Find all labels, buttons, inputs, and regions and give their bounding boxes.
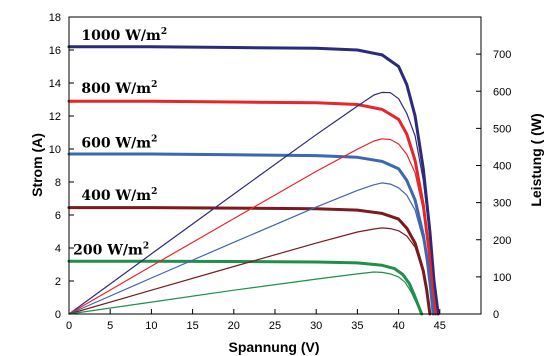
x-tick-label: 0 bbox=[66, 320, 72, 332]
x-tick-label: 40 bbox=[392, 320, 404, 332]
y-right-tick-label: 300 bbox=[493, 198, 511, 210]
power-line-7 bbox=[68, 182, 434, 315]
annotation-layer: 1000 W/m2 800 W/m2 600 W/m2 400 W/m2 200 W/m… bbox=[73, 27, 167, 259]
irradiance-label-4: 200 W/m2 bbox=[73, 242, 149, 259]
irradiance-label-3: 400 W/m2 bbox=[81, 187, 157, 204]
x-tick-label: 10 bbox=[145, 320, 157, 332]
x-tick-label: 30 bbox=[310, 320, 322, 332]
y-left-tick-label: 10 bbox=[49, 144, 61, 156]
y-axis-right-title: Leistung ( (W) bbox=[528, 113, 544, 206]
y-left-tick-label: 8 bbox=[55, 177, 61, 189]
ticks-layer: 0 5 10 15 20 25 30 35 40 45 0 2 4 6 8 10 12 14 16 18 0 100 200… bbox=[49, 12, 512, 332]
x-tick-label: 5 bbox=[107, 320, 113, 332]
power-line-8 bbox=[68, 227, 431, 315]
y-left-tick-label: 18 bbox=[49, 12, 61, 24]
y-right-tick-label: 200 bbox=[493, 235, 511, 247]
y-right-tick-label: 100 bbox=[493, 272, 511, 284]
y-left-tick-label: 6 bbox=[55, 210, 61, 222]
x-tick-label: 20 bbox=[228, 320, 240, 332]
x-tick-label: 25 bbox=[269, 320, 281, 332]
power-line-9 bbox=[68, 271, 423, 315]
y-left-tick-label: 2 bbox=[55, 276, 61, 288]
power-line-6 bbox=[68, 138, 437, 315]
power-line-5 bbox=[68, 91, 439, 315]
current-line-4 bbox=[67, 259, 424, 316]
x-tick-label: 45 bbox=[434, 320, 446, 332]
y-axis-left-title: Strom (A) bbox=[29, 133, 45, 197]
y-right-tick-label: 700 bbox=[493, 49, 511, 61]
y-right-tick-label: 600 bbox=[493, 86, 511, 98]
y-left-tick-label: 4 bbox=[55, 243, 61, 255]
y-left-tick-label: 14 bbox=[49, 78, 61, 90]
x-axis-title: Spannung (V) bbox=[229, 339, 320, 355]
x-tick-label: 35 bbox=[351, 320, 363, 332]
y-right-tick-label: 0 bbox=[493, 309, 499, 321]
y-left-tick-label: 16 bbox=[49, 45, 61, 57]
irradiance-label-1: 800 W/m2 bbox=[81, 80, 157, 97]
y-right-tick-label: 400 bbox=[493, 161, 511, 173]
irradiance-label-0: 1000 W/m2 bbox=[81, 27, 167, 44]
irradiance-label-2: 600 W/m2 bbox=[81, 134, 157, 151]
y-left-tick-label: 0 bbox=[55, 309, 61, 321]
x-tick-label: 15 bbox=[186, 320, 198, 332]
series-layer bbox=[67, 45, 440, 316]
y-left-tick-label: 12 bbox=[49, 111, 61, 123]
y-right-tick-label: 500 bbox=[493, 123, 511, 135]
